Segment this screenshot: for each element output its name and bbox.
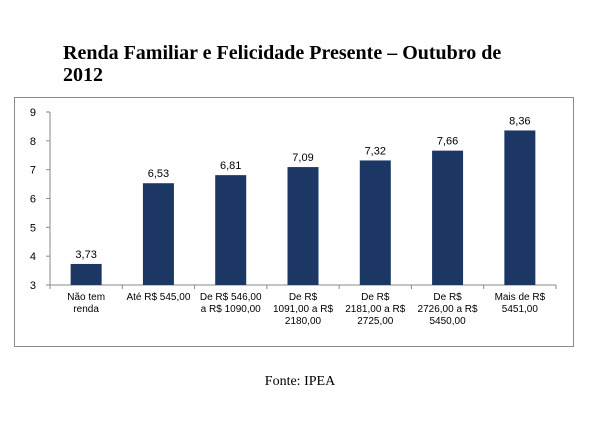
category-label: De R$ [361, 292, 390, 303]
y-tick-label: 3 [30, 280, 36, 292]
source-note: Fonte: IPEA [264, 374, 336, 389]
bar [359, 160, 391, 285]
y-tick-label: 7 [30, 165, 36, 177]
y-tick-label: 4 [30, 251, 36, 263]
bar [142, 183, 174, 285]
data-label: 7,32 [365, 145, 386, 157]
y-tick-label: 9 [30, 107, 36, 119]
data-label: 7,66 [437, 136, 458, 148]
category-label: 5450,00 [429, 316, 466, 327]
data-label: 7,09 [292, 152, 313, 164]
y-tick-label: 5 [30, 222, 36, 234]
category-label: Até R$ 545,00 [126, 292, 190, 303]
category-label: 2181,00 a R$ [345, 304, 405, 315]
category-label: 5451,00 [502, 304, 539, 315]
category-label: De R$ 546,00 [200, 292, 262, 303]
category-label: 2725,00 [357, 316, 394, 327]
bar [287, 167, 319, 285]
category-label: De R$ [289, 292, 318, 303]
bar [504, 130, 536, 285]
y-tick-label: 6 [30, 194, 36, 206]
category-label: 2726,00 a R$ [418, 304, 478, 315]
category-label: Mais de R$ [495, 292, 546, 303]
y-tick-label: 8 [30, 136, 36, 148]
data-label: 3,73 [75, 249, 96, 261]
bar [432, 150, 464, 285]
data-label: 6,53 [148, 168, 169, 180]
category-label: De R$ [433, 292, 462, 303]
category-label: 2180,00 [285, 316, 322, 327]
data-label: 8,36 [509, 115, 530, 127]
chart-title: Renda Familiar e Felicidade Presente – O… [63, 42, 502, 86]
category-label: 1091,00 a R$ [273, 304, 333, 315]
bar [215, 175, 247, 285]
data-label: 6,81 [220, 160, 241, 172]
category-label: Não tem [67, 292, 105, 303]
category-label: a R$ 1090,00 [201, 304, 261, 315]
bar [70, 263, 102, 285]
category-label: renda [73, 304, 99, 315]
